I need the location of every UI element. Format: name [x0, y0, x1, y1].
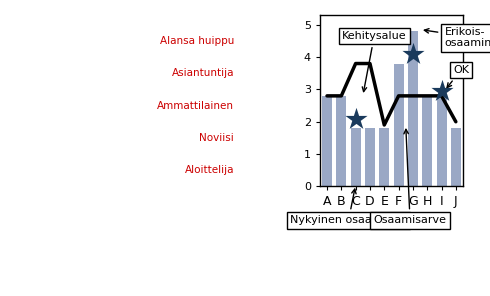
Bar — [451, 128, 461, 186]
Text: Aloittelija: Aloittelija — [184, 165, 234, 175]
Text: Asiantuntija: Asiantuntija — [172, 68, 234, 78]
Bar — [408, 31, 418, 186]
Text: Alansa huippu: Alansa huippu — [160, 36, 234, 46]
Text: Ammattilainen: Ammattilainen — [157, 101, 234, 111]
Bar — [437, 96, 446, 186]
Point — [409, 52, 417, 56]
Text: Kehitysalue: Kehitysalue — [342, 31, 407, 92]
Text: Erikois-
osaaminen: Erikois- osaaminen — [424, 27, 490, 49]
Bar — [422, 96, 432, 186]
Text: OK: OK — [447, 65, 469, 88]
Bar — [336, 96, 346, 186]
Point — [438, 89, 445, 93]
Point — [352, 116, 360, 121]
Text: Noviisi: Noviisi — [199, 133, 234, 143]
Bar — [365, 128, 375, 186]
Bar — [322, 96, 332, 186]
Bar — [351, 128, 361, 186]
Text: Nykyinen osaaminen: Nykyinen osaaminen — [290, 189, 407, 226]
Text: Osaamisarve: Osaamisarve — [373, 129, 446, 226]
Bar — [393, 64, 404, 186]
Bar — [379, 128, 389, 186]
